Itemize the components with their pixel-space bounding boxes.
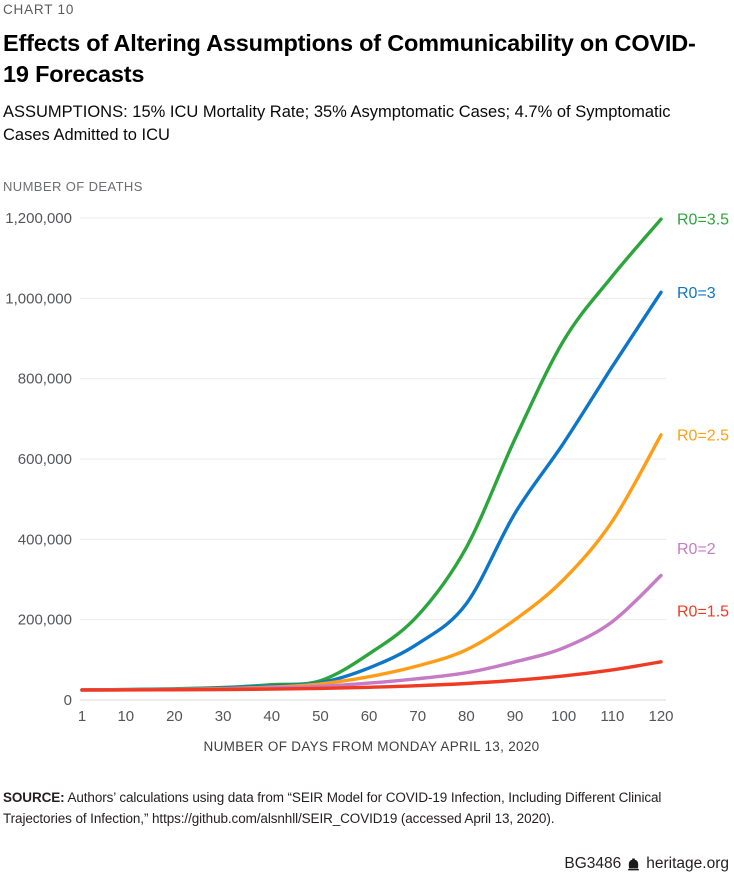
x-tick-label: 40 [263,708,280,725]
chart-kicker: CHART 10 [3,2,75,17]
series-line-1 [80,290,663,692]
x-tick-label: 90 [507,708,524,725]
y-tick-label: 800,000 [18,371,72,388]
series-label-4: R0=1.5 [677,603,729,620]
y-axis-title: NUMBER OF DEATHS [3,179,143,194]
source-text: Authors’ calculations using data from “S… [3,790,662,826]
y-tick-label: 1,200,000 [5,210,72,227]
x-axis-title: NUMBER OF DAYS FROM MONDAY APRIL 13, 202… [204,739,540,754]
line-chart: 1,200,000 1,000,000 800,000 600,000 400,000 2… [5,210,729,754]
site-link: heritage.org [646,855,729,872]
series-label-3: R0=2 [677,541,716,558]
source-note: SOURCE: Authors’ calculations using data… [3,788,725,830]
x-tick-label: 100 [551,708,576,725]
y-tick-label: 200,000 [18,612,72,629]
source-label: SOURCE: [3,790,65,805]
series-label-1: R0=3 [677,285,716,302]
x-tick-label: 50 [312,708,329,725]
page-title: Effects of Altering Assumptions of Commu… [3,30,696,87]
x-tick-label: 20 [166,708,183,725]
x-tick-label: 80 [458,708,475,725]
x-tick-label: 120 [648,708,673,725]
footer: BG3486 heritage.org [564,855,729,873]
heritage-bell-icon [628,858,640,870]
y-tick-label: 1,000,000 [5,290,72,307]
x-tick-label: 30 [215,708,232,725]
series-label-2: R0=2.5 [677,427,729,444]
document-id: BG3486 [564,855,622,872]
x-tick-label: 110 [600,708,624,725]
x-tick-label: 70 [409,708,426,725]
series-line-3 [80,573,663,692]
y-tick-label: 600,000 [18,451,72,468]
series-line-4 [80,660,663,692]
series-label-0: R0=3.5 [677,212,729,229]
y-tick-label: 400,000 [18,531,72,548]
x-tick-label: 1 [78,708,86,725]
x-tick-label: 60 [361,708,378,725]
y-tick-label: 0 [64,692,72,709]
x-tick-label: 10 [117,708,134,725]
assumptions-text: ASSUMPTIONS: 15% ICU Mortality Rate; 35%… [3,103,671,144]
